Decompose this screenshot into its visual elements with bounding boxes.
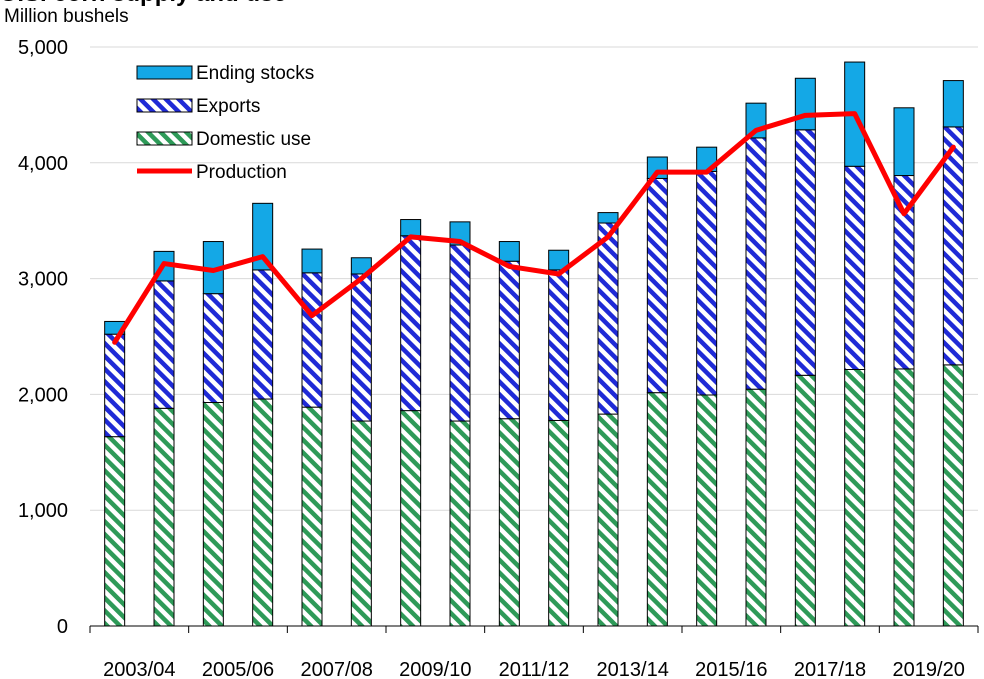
bar-domestic-use [202, 402, 224, 627]
x-tick-label: 2017/18 [794, 659, 866, 679]
y-tick-label: 3,000 [18, 269, 68, 291]
bar-domestic-use [844, 369, 866, 627]
bar-ending-stocks [400, 219, 422, 237]
bar-domestic-use [745, 388, 767, 627]
bar-exports [498, 260, 520, 420]
bar-domestic-use [942, 364, 964, 627]
axes: 0 1,000 2,000 3,000 4,000 5,000 2003/04 2005/06… [18, 37, 979, 679]
y-axis-label: Million bushels [4, 6, 129, 27]
legend-label: Exports [196, 96, 260, 117]
bar-exports [153, 280, 175, 409]
x-tick-label: 2013/14 [597, 659, 669, 679]
y-tick-label: 1,000 [18, 500, 68, 522]
bar-ending-stocks [548, 249, 570, 271]
bar-domestic-use [548, 419, 570, 627]
x-tick-label: 2007/08 [301, 659, 373, 679]
bar-ending-stocks [498, 241, 520, 262]
chart-title: U.S. corn supply and use [0, 0, 287, 8]
bar-domestic-use [794, 374, 816, 627]
bar-domestic-use [252, 398, 274, 627]
bar-exports [646, 177, 668, 394]
bar-exports [548, 269, 570, 421]
bar-ending-stocks [301, 248, 323, 274]
legend-label: Ending stocks [196, 63, 314, 84]
bar-exports [942, 126, 964, 366]
bar-ending-stocks [942, 80, 964, 128]
bar-domestic-use [301, 406, 323, 627]
bar-exports [104, 333, 126, 438]
bar-ending-stocks [794, 77, 816, 131]
legend-label: Domestic use [196, 129, 311, 150]
x-tick-label: 2011/12 [499, 659, 570, 679]
bar-exports [350, 273, 372, 422]
bar-ending-stocks [350, 257, 372, 275]
bar-exports [400, 235, 422, 412]
y-tick-label: 2,000 [18, 384, 68, 406]
bar-exports [844, 165, 866, 371]
x-tick-label: 2019/20 [893, 659, 965, 679]
x-tick-label: 2015/16 [695, 659, 767, 679]
production-line [112, 111, 956, 345]
bar-exports [252, 269, 274, 400]
y-tick-label: 0 [57, 616, 68, 638]
legend-swatch-ending-stocks [136, 65, 193, 80]
y-tick-label: 5,000 [18, 37, 68, 59]
bar-domestic-use [498, 418, 520, 627]
legend-label: Production [196, 162, 287, 183]
x-tick-label: 2003/04 [103, 659, 175, 679]
bar-domestic-use [104, 436, 126, 627]
bar-domestic-use [646, 392, 668, 627]
bar-ending-stocks [252, 202, 274, 271]
legend-swatch-domestic-use [136, 131, 193, 146]
legend: Ending stocks Exports Domestic use Producti… [136, 63, 314, 183]
bar-domestic-use [893, 368, 915, 627]
bar-domestic-use [597, 413, 619, 627]
bar-exports [202, 293, 224, 404]
bar-exports [696, 170, 718, 396]
x-tick-label: 2009/10 [399, 659, 471, 679]
bar-series [104, 61, 964, 627]
chart-title-container: U.S. corn supply and use [0, 0, 984, 10]
bar-domestic-use [350, 420, 372, 627]
x-tick-label: 2005/06 [202, 659, 274, 679]
line-series [112, 111, 956, 345]
bar-exports [597, 222, 619, 415]
bar-ending-stocks [893, 107, 915, 177]
bar-domestic-use [400, 410, 422, 627]
bar-exports [301, 272, 323, 408]
bar-exports [794, 129, 816, 376]
bar-exports [745, 137, 767, 390]
bar-domestic-use [696, 394, 718, 627]
bar-exports [449, 244, 471, 422]
bar-domestic-use [449, 420, 471, 627]
legend-swatch-exports [136, 98, 193, 113]
y-tick-label: 4,000 [18, 153, 68, 175]
gridlines [90, 46, 978, 511]
bar-domestic-use [153, 407, 175, 627]
bar-ending-stocks [597, 212, 619, 224]
